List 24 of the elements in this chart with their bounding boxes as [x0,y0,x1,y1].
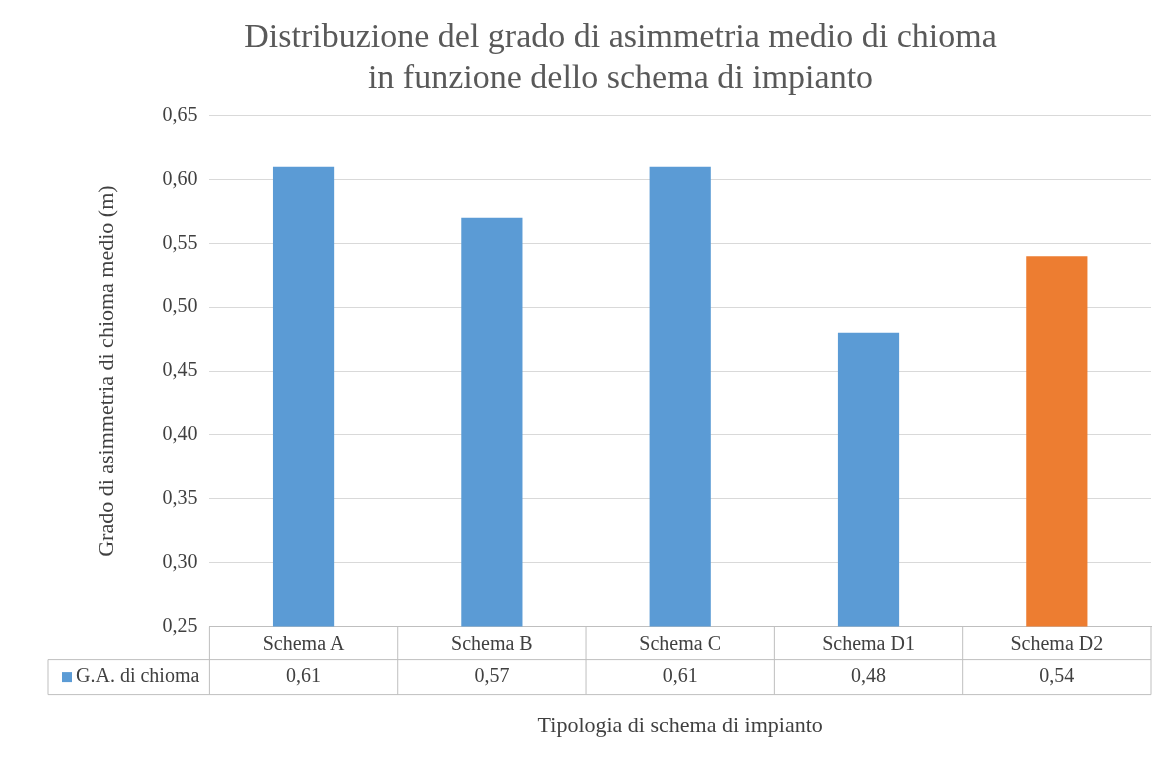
x-tick-label: Schema A [262,631,345,654]
text: Distribuzione del grado di asimmetria medio di chioma [244,17,997,55]
y-axis-title: Grado di asimmetria di chioma medio (m) [92,185,118,557]
legend-label: G.A. di chioma [76,664,200,687]
x-tick-label: Schema D2 [1010,631,1104,654]
y-tick-label: 0,50 [162,294,198,317]
text: 0,57 [474,664,510,687]
y-tick-label: 0,65 [162,102,198,125]
y-tick-label: 0,60 [162,166,198,189]
y-tick-label: 0,25 [162,613,198,636]
y-tick-label: 0,35 [162,486,198,509]
text: 0,61 [662,664,698,687]
text: 0,48 [851,664,887,687]
x-tick-label: Schema B [451,631,533,654]
y-tick-label: 0,30 [162,549,198,572]
y-tick-label: 0,40 [162,422,198,445]
y-tick-label: 0,55 [162,230,198,253]
x-tick-label: Schema C [639,631,722,654]
y-tick-label: 0,45 [162,358,198,381]
x-axis-title: Tipologia di schema di impianto [537,711,823,737]
text: 0,54 [1039,664,1075,687]
text: in funzione dello schema di impianto [367,58,874,96]
text: 0,61 [286,664,322,687]
x-tick-label: Schema D1 [822,631,915,654]
